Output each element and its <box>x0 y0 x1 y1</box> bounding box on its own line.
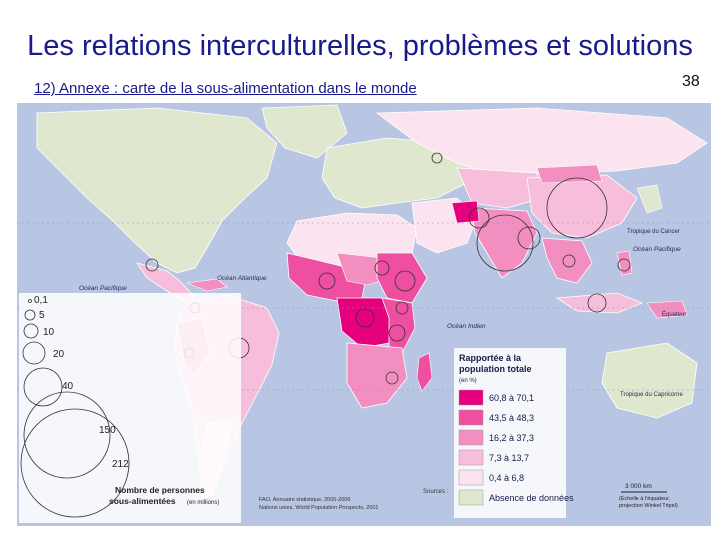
label-equator: Équateur <box>662 311 686 318</box>
bubble-legend-title-1: Nombre de personnes <box>115 485 205 495</box>
korea-japan <box>636 184 663 214</box>
caribbean <box>185 278 228 292</box>
madagascar <box>416 352 433 392</box>
label-tropic-cancer: Tropique du Cancer <box>627 229 680 235</box>
scale-bar: 3 000 km (Échelle à l'équateur, projecti… <box>619 483 678 509</box>
color-legend-title-2: population totale <box>459 364 532 374</box>
southern-africa <box>346 342 408 409</box>
legend-swatch-2 <box>458 409 484 426</box>
source-line2: Nations unies, World Population Prospect… <box>259 505 378 511</box>
page-title: Les relations interculturelles, problème… <box>27 30 693 62</box>
legend-swatch-3 <box>458 429 484 446</box>
legend-swatch-6 <box>458 489 484 506</box>
legend-label-2: 43,5 à 48,3 <box>489 413 534 423</box>
bubble-tanzania <box>388 324 406 342</box>
legend-label-3: 16,2 à 37,3 <box>489 433 534 443</box>
label-atlantic: Océan Atlantique <box>217 275 267 282</box>
bubble-legend-unit: (en millions) <box>187 500 219 506</box>
color-legend-title-1: Rapportée à la <box>459 353 522 363</box>
label-tropic-capricorn: Tropique du Capricorne <box>620 392 683 398</box>
bubble-russia <box>431 152 443 164</box>
bubble-legend-value-4: 20 <box>53 349 65 360</box>
bubble-kenya <box>395 301 409 315</box>
north-america <box>36 107 278 274</box>
papua <box>646 300 688 319</box>
mongolia <box>536 164 603 184</box>
bubble-legend-value-2: 5 <box>39 310 45 321</box>
bubble-legend-value-3: 10 <box>43 327 55 338</box>
afghanistan <box>451 200 480 224</box>
australia <box>601 342 698 419</box>
legend-label-5: 0,4 à 6,8 <box>489 473 524 483</box>
label-pacific-left-line1: Océan Pacifique <box>79 285 127 292</box>
bubble-legend-value-5: 40 <box>62 381 74 392</box>
page-number: 38 <box>682 73 700 90</box>
source-label: Sources : <box>423 489 449 495</box>
section-subtitle: 12) Annexe : carte de la sous-alimentati… <box>34 80 417 97</box>
bubble-congo <box>355 308 375 328</box>
scale-note-2: projection Winkel Tripel) <box>619 503 678 509</box>
label-indian: Océan Indien <box>447 323 486 330</box>
source-line1: FAO, Annuaire statistique, 2005-2006 <box>259 497 350 503</box>
bubble-legend-title-2: sous-alimentées <box>109 496 176 506</box>
bubble-nigeria <box>318 272 336 290</box>
bubble-legend-value-7: 212 <box>112 459 129 470</box>
bubble-ethiopia <box>394 270 416 292</box>
color-legend-unit: (en %) <box>459 378 477 384</box>
china <box>526 174 638 239</box>
bubble-legend: 0,1 5 10 20 40 150 212 Nombre de personn… <box>19 293 241 523</box>
bubble-pakistan <box>468 207 490 229</box>
bubble-sudan <box>374 260 390 276</box>
central-asia <box>456 167 543 209</box>
bubble-china <box>546 177 608 239</box>
color-legend: Rapportée à la population totale (en %) … <box>454 348 574 518</box>
legend-label-1: 60,8 à 70,1 <box>489 393 534 403</box>
legend-swatch-4 <box>458 449 484 466</box>
legend-label-4: 7,3 à 13,7 <box>489 453 529 463</box>
bubble-mexico <box>145 258 159 272</box>
bubble-vietnam <box>562 254 576 268</box>
bubble-india <box>476 214 534 272</box>
bubble-legend-value-1: 0,1 <box>34 295 48 306</box>
bubble-legend-value-6: 150 <box>99 425 116 436</box>
greenland <box>261 104 348 159</box>
scale-note-1: (Échelle à l'équateur, <box>619 495 671 502</box>
russia <box>375 107 708 176</box>
bubble-bangladesh <box>517 226 541 250</box>
label-pacific-right: Océan Pacifique <box>633 246 681 253</box>
bubble-indonesia <box>587 293 607 313</box>
world-undernourishment-map: Océan Pacifique Océan Atlantique Océan P… <box>17 103 711 526</box>
legend-label-6: Absence de données <box>489 493 574 503</box>
bubble-mozambique <box>385 371 399 385</box>
southeast-asia <box>541 237 593 284</box>
bubble-philippines <box>617 258 631 272</box>
legend-swatch-1 <box>458 389 484 406</box>
scale-value: 3 000 km <box>625 483 652 490</box>
legend-swatch-5 <box>458 469 484 486</box>
